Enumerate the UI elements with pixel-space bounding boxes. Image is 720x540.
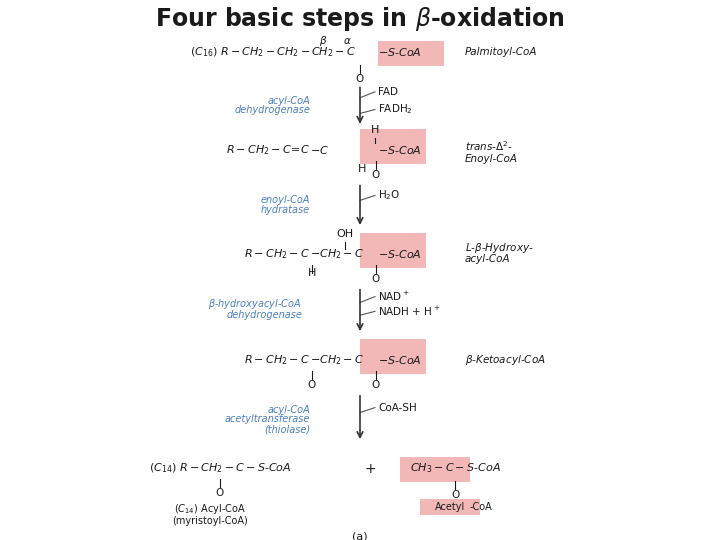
Text: Four basic steps in $\beta$-oxidation: Four basic steps in $\beta$-oxidation: [155, 5, 565, 32]
Text: acyl-CoA: acyl-CoA: [267, 96, 310, 106]
Text: O: O: [372, 274, 380, 284]
Text: $-S\text{-}CoA$: $-S\text{-}CoA$: [378, 248, 422, 260]
Text: $CH_2-C$: $CH_2-C$: [311, 45, 356, 59]
Text: H: H: [308, 268, 316, 278]
Text: $-CH_2-C$: $-CH_2-C$: [310, 354, 364, 367]
Text: H$_2$O: H$_2$O: [378, 188, 400, 202]
Text: $-C$: $-C$: [310, 144, 329, 156]
Text: $L$-$\beta$-Hydroxy-: $L$-$\beta$-Hydroxy-: [465, 240, 534, 254]
Text: Palmitoyl-CoA: Palmitoyl-CoA: [465, 47, 538, 57]
Text: O: O: [216, 488, 224, 498]
Bar: [378, 41, 444, 66]
Text: O: O: [308, 380, 316, 390]
Text: +: +: [364, 462, 376, 476]
Text: $\alpha$: $\alpha$: [343, 36, 351, 46]
Text: $(C_{14})$ Acyl-CoA: $(C_{14})$ Acyl-CoA: [174, 502, 246, 516]
Text: (thiolase): (thiolase): [264, 424, 310, 434]
Text: $-S\text{-}CoA$: $-S\text{-}CoA$: [378, 354, 422, 367]
Bar: [360, 129, 426, 164]
Text: (a): (a): [352, 531, 368, 540]
Text: hydratase: hydratase: [261, 205, 310, 215]
Text: OH: OH: [336, 229, 354, 239]
Text: dehydrogenase: dehydrogenase: [226, 310, 302, 320]
Text: $R-CH_2-C$: $R-CH_2-C$: [244, 247, 310, 261]
Text: $R-CH_2-C$: $R-CH_2-C$: [244, 354, 310, 367]
Text: FADH$_2$: FADH$_2$: [378, 103, 413, 117]
Text: $\beta$: $\beta$: [319, 34, 327, 48]
Text: acyl-CoA: acyl-CoA: [267, 404, 310, 415]
Text: $\beta$-hydroxyacyl-CoA: $\beta$-hydroxyacyl-CoA: [209, 298, 302, 312]
Text: H: H: [371, 125, 379, 134]
Text: $-S\text{-}CoA$: $-S\text{-}CoA$: [378, 144, 422, 156]
Text: $R-CH_2-C\!=\!C$: $R-CH_2-C\!=\!C$: [226, 144, 310, 157]
Bar: [420, 499, 480, 515]
Text: H: H: [358, 164, 366, 174]
Text: O: O: [372, 380, 380, 390]
Bar: [400, 457, 470, 482]
Text: $CH_3-C-S\text{-}CoA$: $CH_3-C-S\text{-}CoA$: [410, 462, 500, 475]
Text: FAD: FAD: [378, 87, 398, 97]
Text: acyl-CoA: acyl-CoA: [465, 254, 510, 264]
Text: enoyl-CoA: enoyl-CoA: [261, 195, 310, 205]
Text: $-CH_2-C$: $-CH_2-C$: [310, 247, 364, 261]
Text: $(C_{16})\ R-CH_2-CH_2-$: $(C_{16})\ R-CH_2-CH_2-$: [189, 45, 310, 59]
Text: -CoA: -CoA: [470, 502, 492, 512]
Text: Acetyl: Acetyl: [435, 502, 465, 512]
Text: NAD$^+$: NAD$^+$: [378, 290, 410, 303]
Text: dehydrogenase: dehydrogenase: [234, 105, 310, 116]
Text: Enoyl-CoA: Enoyl-CoA: [465, 154, 518, 164]
Text: $trans$-$\Delta^2$-: $trans$-$\Delta^2$-: [465, 139, 513, 153]
Text: $-S\text{-}CoA$: $-S\text{-}CoA$: [378, 46, 422, 58]
Text: O: O: [451, 490, 459, 500]
Text: (myristoyl-CoA): (myristoyl-CoA): [172, 516, 248, 525]
Text: $(C_{14})\ R-CH_2-C-S\text{-}CoA$: $(C_{14})\ R-CH_2-C-S\text{-}CoA$: [149, 462, 292, 475]
Text: O: O: [356, 73, 364, 84]
Bar: [360, 339, 426, 374]
Text: acetyltransferase: acetyltransferase: [225, 414, 310, 424]
Text: $\beta$-Ketoacyl-CoA: $\beta$-Ketoacyl-CoA: [465, 354, 546, 367]
Text: O: O: [372, 170, 380, 180]
Text: CoA-SH: CoA-SH: [378, 403, 417, 413]
Text: NADH + H$^+$: NADH + H$^+$: [378, 305, 441, 318]
Bar: [360, 233, 426, 268]
